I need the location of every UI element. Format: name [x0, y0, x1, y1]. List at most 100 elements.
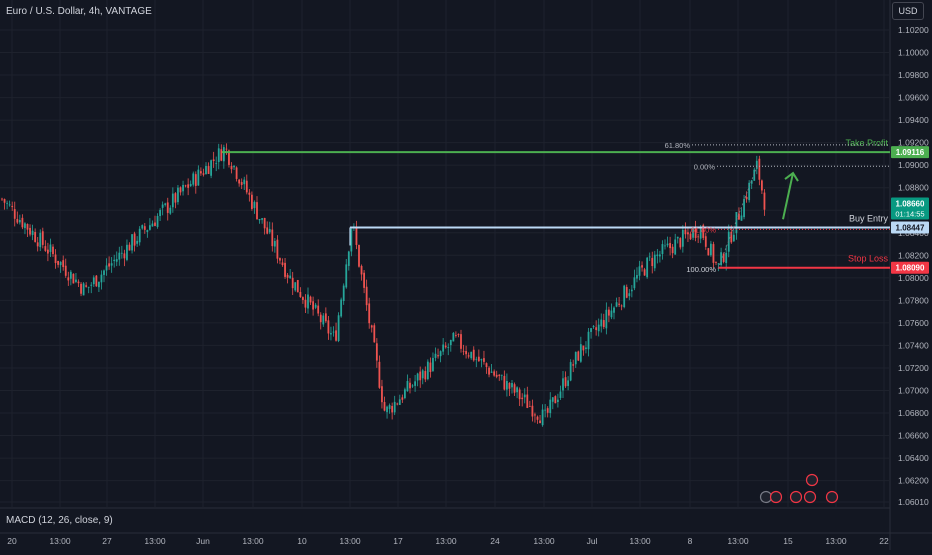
candle-body [465, 351, 467, 355]
candle-body [220, 149, 223, 161]
candle-body [526, 394, 529, 408]
candle-body [521, 397, 524, 400]
candle-body [432, 357, 434, 371]
candle-body [562, 378, 564, 391]
candle-body [434, 353, 437, 358]
candle-body [669, 243, 671, 249]
y-tick-label: 1.09000 [898, 160, 929, 170]
candle-body [322, 315, 325, 325]
candle-body [41, 231, 44, 245]
event-marker-icon[interactable] [805, 473, 819, 487]
candle-body [421, 370, 424, 379]
candle-body [138, 228, 141, 243]
event-marker-icon[interactable] [759, 490, 773, 504]
candle-body [360, 265, 363, 275]
candle-body [437, 355, 439, 357]
currency-button[interactable]: USD [892, 2, 924, 20]
candle-body [633, 277, 636, 289]
candle-body [184, 185, 187, 187]
candle-body [661, 244, 664, 254]
candle-body [67, 277, 70, 281]
event-marker-icon[interactable] [803, 490, 817, 504]
candle-body [335, 330, 337, 341]
candle-body [215, 163, 218, 165]
candle-body [233, 165, 235, 168]
candle-body [401, 397, 404, 400]
candle-body [177, 187, 179, 203]
candle-body [531, 405, 534, 417]
x-tick-label: 27 [102, 536, 112, 546]
candle-body [572, 364, 575, 366]
candle-body [753, 169, 756, 181]
candle-body [296, 280, 299, 293]
candle-body [763, 192, 766, 210]
candle-body [470, 351, 473, 359]
take-profit-price-tag: 1.09116 [896, 148, 925, 157]
candle-body [332, 331, 335, 333]
candle-body [179, 187, 182, 193]
candle-body [720, 252, 722, 266]
candle-body [350, 229, 353, 252]
candle-body [149, 225, 151, 230]
candle-body [98, 281, 100, 288]
candle-body [205, 165, 207, 175]
candle-body [365, 286, 368, 306]
candle-body [289, 275, 292, 279]
candle-body [261, 218, 263, 220]
y-tick-label: 1.08200 [898, 250, 929, 260]
candle-body [579, 344, 582, 362]
candle-body [378, 361, 381, 388]
x-tick-label: 10 [297, 536, 307, 546]
candle-body [735, 211, 738, 234]
candle-body [646, 257, 649, 278]
stop-loss-label: Stop Loss [848, 254, 889, 264]
candle-body [307, 294, 309, 309]
candle-body [126, 244, 128, 260]
event-marker-icon[interactable] [825, 490, 839, 504]
y-tick-label: 1.07200 [898, 363, 929, 373]
event-marker-icon[interactable] [769, 490, 783, 504]
candle-body [564, 377, 567, 387]
candle-body [340, 299, 343, 317]
candle-body [625, 287, 628, 298]
candle-body [393, 401, 396, 413]
candle-body [750, 180, 753, 184]
candle-body [100, 274, 103, 283]
candle-body [449, 339, 452, 346]
candle-body [419, 371, 422, 381]
candle-body [80, 283, 82, 294]
candle-body [141, 225, 144, 229]
candle-body [31, 230, 34, 235]
candle-body [210, 160, 212, 176]
candle-body [498, 374, 501, 376]
candle-body [710, 243, 712, 256]
candle-body [330, 333, 332, 335]
x-tick-label: Jun [196, 536, 210, 546]
candle-body [613, 307, 615, 313]
candle-body [85, 285, 88, 287]
event-marker-icon[interactable] [789, 490, 803, 504]
candle-body [610, 310, 613, 318]
candle-body [6, 202, 8, 204]
candle-body [577, 351, 580, 361]
candle-body [324, 313, 327, 322]
candle-body [21, 217, 24, 228]
macd-indicator-label[interactable]: MACD (12, 26, close, 9) [6, 515, 113, 526]
fib-618-label: 61.80% [665, 141, 691, 150]
candle-body [52, 246, 54, 255]
candle-body [317, 305, 320, 314]
candle-body [207, 166, 210, 174]
candle-body [725, 252, 728, 263]
x-tick-label: 13:00 [629, 536, 651, 546]
chart-title: Euro / U.S. Dollar, 4h, VANTAGE [6, 6, 152, 17]
candle-body [133, 233, 136, 246]
candle-body [386, 406, 388, 413]
candle-body [500, 374, 503, 376]
candle-body [551, 397, 554, 402]
candle-body [299, 291, 302, 298]
candle-body [477, 356, 480, 362]
candle-body [123, 253, 126, 259]
candle-body [414, 381, 416, 386]
